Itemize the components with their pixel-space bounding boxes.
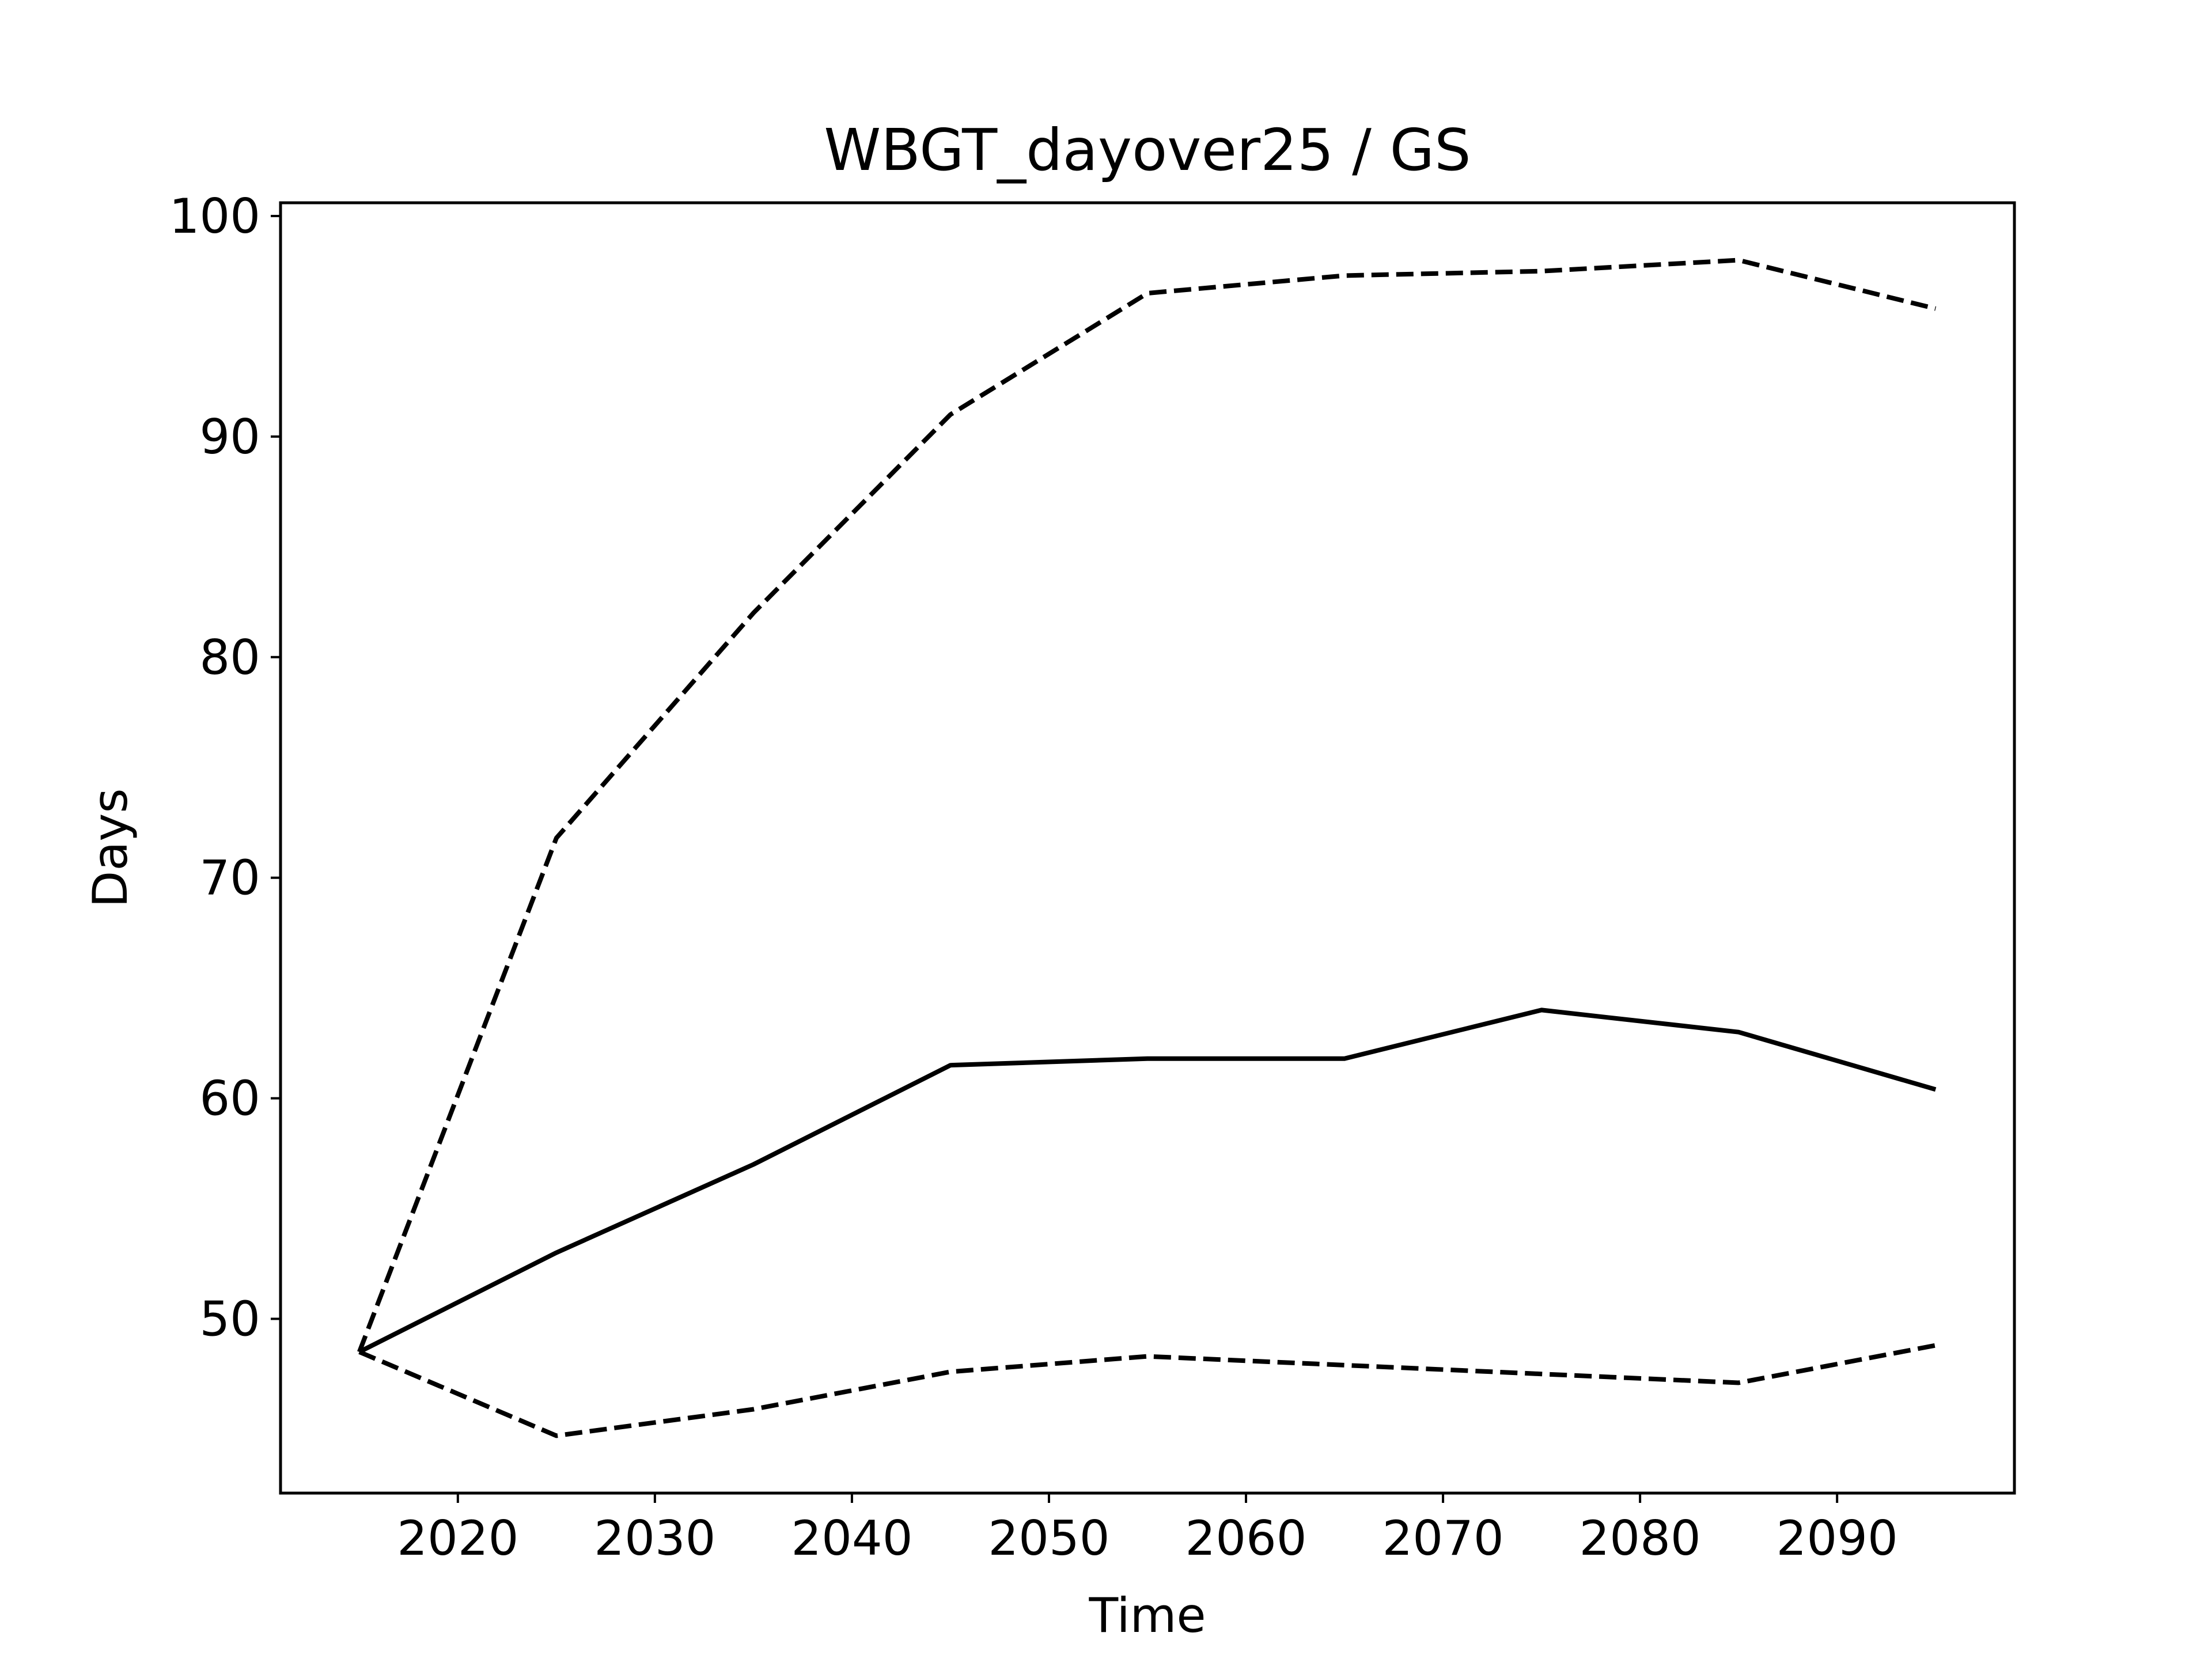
x-tick-label: 2020 bbox=[397, 1510, 518, 1566]
y-tick-label: 80 bbox=[199, 630, 260, 685]
x-tick-label: 2070 bbox=[1382, 1510, 1503, 1566]
series-line-2-dashed bbox=[357, 257, 1937, 1353]
series-line-3-dashed bbox=[358, 1343, 1936, 1438]
series-layer bbox=[357, 257, 1937, 1438]
x-tick-label: 2090 bbox=[1777, 1510, 1898, 1566]
x-tick-label: 2050 bbox=[988, 1510, 1109, 1566]
y-tick-label: 50 bbox=[199, 1291, 260, 1347]
y-tick-label: 70 bbox=[199, 850, 260, 906]
x-axis: 2020 2030 2040 2050 2060 2070 2080 2090 bbox=[397, 1493, 1898, 1566]
plot-area bbox=[279, 201, 2016, 1495]
y-axis: 50 60 70 80 90 100 bbox=[169, 188, 281, 1347]
x-tick-label: 2040 bbox=[791, 1510, 912, 1566]
x-tick-label: 2030 bbox=[594, 1510, 715, 1566]
y-tick-label: 100 bbox=[169, 188, 260, 244]
plot-frame bbox=[279, 201, 2016, 1495]
x-tick-label: 2080 bbox=[1579, 1510, 1700, 1566]
y-tick-label: 90 bbox=[199, 409, 260, 465]
series-line-1-solid bbox=[358, 1007, 1937, 1354]
y-axis-label: Days bbox=[82, 788, 138, 907]
chart-title: WBGT_dayover25 / GS bbox=[824, 116, 1471, 184]
x-axis-label: Time bbox=[1088, 1588, 1206, 1643]
x-tick-label: 2060 bbox=[1185, 1510, 1306, 1566]
y-tick-label: 60 bbox=[199, 1071, 260, 1127]
